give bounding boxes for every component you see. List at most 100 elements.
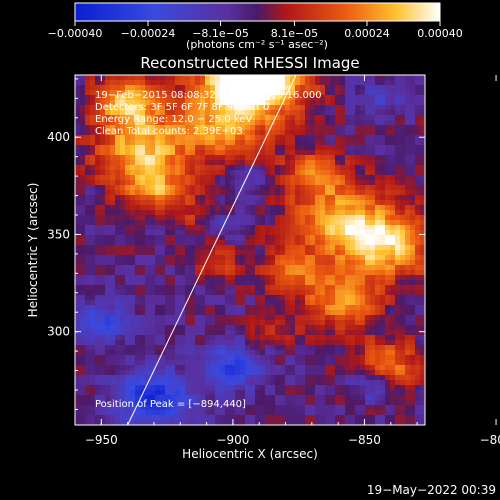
heatmap-cell bbox=[325, 260, 331, 266]
heatmap-cell bbox=[390, 140, 396, 146]
heatmap-cell bbox=[320, 400, 326, 406]
heatmap-cell bbox=[120, 240, 126, 246]
heatmap-cell bbox=[300, 285, 306, 291]
heatmap-cell bbox=[385, 130, 391, 136]
heatmap-cell bbox=[140, 85, 146, 91]
heatmap-cell bbox=[265, 355, 271, 361]
heatmap-cell bbox=[295, 370, 301, 376]
heatmap-cell bbox=[115, 295, 121, 301]
heatmap-cell bbox=[100, 335, 106, 341]
heatmap-cell bbox=[315, 170, 321, 176]
heatmap-cell bbox=[250, 340, 256, 346]
heatmap-cell bbox=[360, 285, 366, 291]
heatmap-cell bbox=[185, 95, 191, 101]
heatmap-cell bbox=[130, 145, 136, 151]
heatmap-cell bbox=[220, 230, 226, 236]
heatmap-cell bbox=[220, 415, 226, 421]
heatmap-cell bbox=[200, 255, 206, 261]
heatmap-cell bbox=[405, 240, 411, 246]
heatmap-cell bbox=[185, 290, 191, 296]
heatmap-cell bbox=[115, 230, 121, 236]
heatmap-cell bbox=[80, 290, 86, 296]
heatmap-cell bbox=[135, 140, 141, 146]
heatmap-cell bbox=[350, 280, 356, 286]
heatmap-cell bbox=[125, 225, 131, 231]
heatmap-cell bbox=[190, 350, 196, 356]
colorbar-tick-label: −8.1e−05 bbox=[192, 27, 249, 40]
heatmap-cell bbox=[205, 85, 211, 91]
heatmap-cell bbox=[90, 230, 96, 236]
heatmap-cell bbox=[215, 115, 221, 121]
heatmap-cell bbox=[125, 370, 131, 376]
heatmap-cell bbox=[290, 330, 296, 336]
heatmap-cell bbox=[230, 130, 236, 136]
heatmap-cell bbox=[230, 275, 236, 281]
heatmap-cell bbox=[325, 370, 331, 376]
heatmap-cell bbox=[290, 225, 296, 231]
heatmap-cell bbox=[190, 300, 196, 306]
heatmap-cell bbox=[150, 145, 156, 151]
heatmap-cell bbox=[90, 160, 96, 166]
heatmap-cell bbox=[100, 180, 106, 186]
heatmap-cell bbox=[410, 240, 416, 246]
heatmap-cell bbox=[380, 265, 386, 271]
heatmap-cell bbox=[315, 145, 321, 151]
heatmap-cell bbox=[215, 100, 221, 106]
heatmap-cell bbox=[175, 240, 181, 246]
heatmap-cell bbox=[150, 170, 156, 176]
heatmap-cell bbox=[90, 100, 96, 106]
heatmap-cell bbox=[250, 185, 256, 191]
heatmap-cell bbox=[330, 355, 336, 361]
heatmap-cell bbox=[215, 90, 221, 96]
heatmap-cell bbox=[385, 325, 391, 331]
heatmap-cell bbox=[85, 380, 91, 386]
heatmap-cell bbox=[75, 220, 81, 226]
heatmap-cell bbox=[350, 410, 356, 416]
heatmap-cell bbox=[200, 400, 206, 406]
heatmap-cell bbox=[350, 90, 356, 96]
heatmap-cell bbox=[155, 275, 161, 281]
heatmap-cell bbox=[95, 160, 101, 166]
heatmap-cell bbox=[175, 345, 181, 351]
heatmap-cell bbox=[330, 150, 336, 156]
heatmap-cell bbox=[100, 380, 106, 386]
heatmap-cell bbox=[135, 185, 141, 191]
heatmap-cell bbox=[130, 240, 136, 246]
heatmap-cell bbox=[285, 155, 291, 161]
heatmap-cell bbox=[260, 260, 266, 266]
heatmap-cell bbox=[280, 325, 286, 331]
heatmap-cell bbox=[410, 405, 416, 411]
heatmap-cell bbox=[235, 110, 241, 116]
heatmap-cell bbox=[385, 345, 391, 351]
heatmap-cell bbox=[145, 305, 151, 311]
heatmap-cell bbox=[130, 75, 136, 81]
heatmap-cell bbox=[365, 160, 371, 166]
heatmap-cell bbox=[90, 180, 96, 186]
heatmap-cell bbox=[350, 200, 356, 206]
heatmap-cell bbox=[225, 195, 231, 201]
heatmap-cell bbox=[150, 225, 156, 231]
heatmap-cell bbox=[285, 75, 291, 81]
heatmap-cell bbox=[325, 305, 331, 311]
heatmap-cell bbox=[235, 130, 241, 136]
heatmap-cell bbox=[315, 330, 321, 336]
heatmap-cell bbox=[295, 215, 301, 221]
heatmap-cell bbox=[380, 155, 386, 161]
heatmap-cell bbox=[200, 250, 206, 256]
heatmap-cell bbox=[105, 290, 111, 296]
heatmap-cell bbox=[295, 115, 301, 121]
heatmap-cell bbox=[195, 200, 201, 206]
heatmap-cell bbox=[280, 350, 286, 356]
heatmap-cell bbox=[185, 150, 191, 156]
heatmap-cell bbox=[355, 200, 361, 206]
heatmap-cell bbox=[105, 365, 111, 371]
heatmap-cell bbox=[285, 415, 291, 421]
heatmap-cell bbox=[120, 420, 126, 425]
heatmap-cell bbox=[205, 95, 211, 101]
heatmap-cell bbox=[155, 270, 161, 276]
heatmap-cell bbox=[400, 370, 406, 376]
heatmap-cell bbox=[270, 255, 276, 261]
heatmap-cell bbox=[255, 75, 261, 81]
heatmap-cell bbox=[80, 175, 86, 181]
